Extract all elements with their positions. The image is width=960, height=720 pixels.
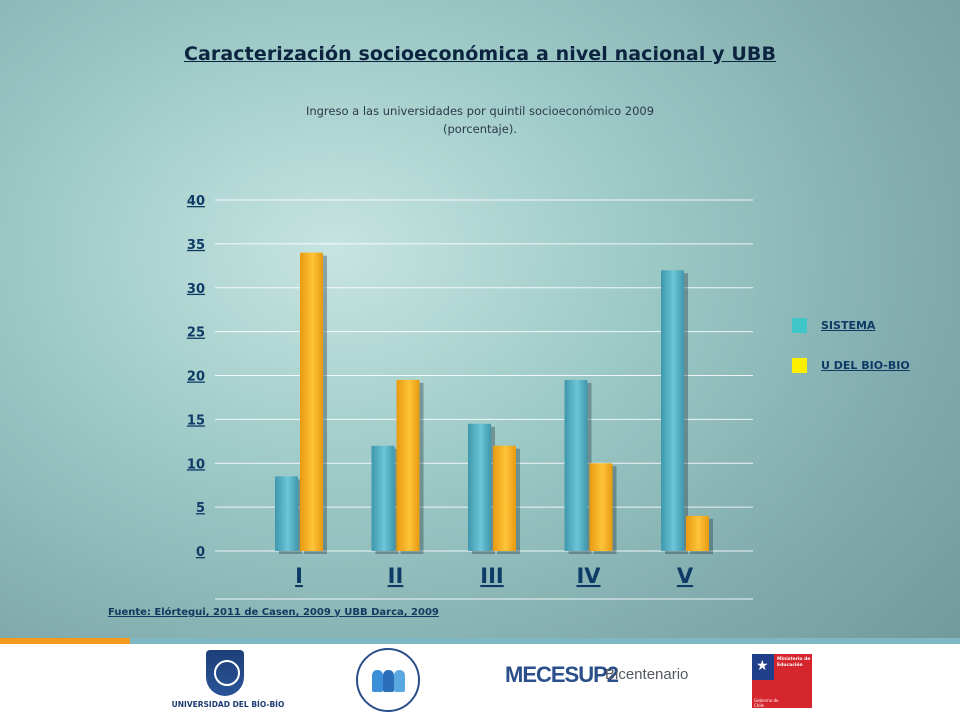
legend-swatch-ubb: [792, 357, 807, 373]
legend-item-sistema: SISTEMA: [792, 314, 910, 336]
x-category-label: II: [388, 564, 404, 588]
programa-person-icon: [383, 670, 394, 692]
chart-subtitle-line-1: Ingreso a las universidades por quintil …: [305, 104, 655, 118]
bar-sistema: [371, 445, 395, 551]
x-category-label: V: [677, 564, 694, 588]
programa-ring-icon: [356, 648, 420, 712]
bar-ubb: [300, 252, 323, 551]
bar-sistema: [661, 270, 684, 551]
mineduc-blue-field: [752, 654, 774, 680]
mineduc-red-field-bottom: [752, 680, 774, 708]
y-tick-label: 0: [196, 545, 205, 560]
mecesup-bicentenario-text: Bicentenario: [605, 666, 689, 683]
bar-ubb: [686, 515, 709, 551]
footer-accent-orange: [0, 638, 130, 644]
ministerio-educacion-logo: ★ Ministerio de Educación Gobierno de Ch…: [752, 654, 814, 710]
chart-source: Fuente: Elórtegui, 2011 de Casen, 2009 y…: [108, 607, 439, 618]
programa-person-icon: [394, 670, 405, 692]
y-tick-label: 10: [187, 457, 205, 472]
footer-accent-teal: [130, 638, 960, 644]
slide: Caracterización socioeconómica a nivel n…: [108, 43, 910, 618]
ubb-logo-label: UNIVERSIDAD DEL BÍO-BÍO: [171, 700, 285, 709]
mineduc-logo-text: Ministerio de Educación: [777, 657, 811, 668]
y-tick-label: 40: [187, 194, 205, 209]
bar-sistema: [275, 476, 298, 551]
programa-person-icon: [372, 670, 383, 692]
x-category-label: III: [480, 564, 503, 588]
y-tick-label: 20: [187, 370, 205, 385]
bar-sistema: [564, 379, 588, 551]
bar-ubb: [493, 445, 516, 551]
chart-legend: SISTEMA U DEL BIO-BIO: [792, 314, 910, 394]
mecesup-bicentenario-logo: MECESUP2 Bicentenario: [505, 660, 689, 700]
universidad-del-bio-bio-logo: UNIVERSIDAD DEL BÍO-BÍO: [168, 650, 288, 714]
programa-politicas-publicas-logo: [356, 648, 420, 712]
footer-logo-bar: UNIVERSIDAD DEL BÍO-BÍO MECESUP2 Bicente…: [0, 638, 960, 720]
mineduc-gobierno-text: Gobierno de Chile: [754, 698, 779, 708]
legend-swatch-sistema: [792, 317, 807, 333]
mineduc-red-field: [774, 654, 812, 708]
x-category-label: IV: [576, 564, 601, 588]
bar-ubb: [396, 379, 420, 551]
y-tick-label: 30: [187, 282, 205, 297]
y-tick-label: 25: [187, 326, 205, 341]
bar-ubb: [589, 463, 613, 551]
slide-title: Caracterización socioeconómica a nivel n…: [183, 43, 777, 65]
mecesup-logo-text: MECESUP2: [505, 662, 619, 687]
ubb-shield-icon: [206, 650, 244, 696]
chart-subtitle-line-2: (porcentaje).: [443, 122, 517, 136]
legend-label-sistema: SISTEMA: [821, 318, 876, 332]
y-tick-label: 35: [187, 238, 205, 253]
bar-chart: 0 5 10 15 20 25 30 35 40 I II III IV V: [186, 194, 713, 588]
legend-label-ubb: U DEL BIO-BIO: [821, 358, 910, 372]
legend-item-ubb: U DEL BIO-BIO: [792, 354, 910, 376]
star-icon: ★: [756, 658, 769, 674]
y-tick-label: 15: [187, 413, 205, 428]
chart-subtitle: Ingreso a las universidades por quintil …: [260, 102, 700, 138]
x-category-label: I: [295, 564, 303, 588]
y-tick-label: 5: [196, 501, 205, 516]
bar-sistema: [468, 423, 491, 551]
